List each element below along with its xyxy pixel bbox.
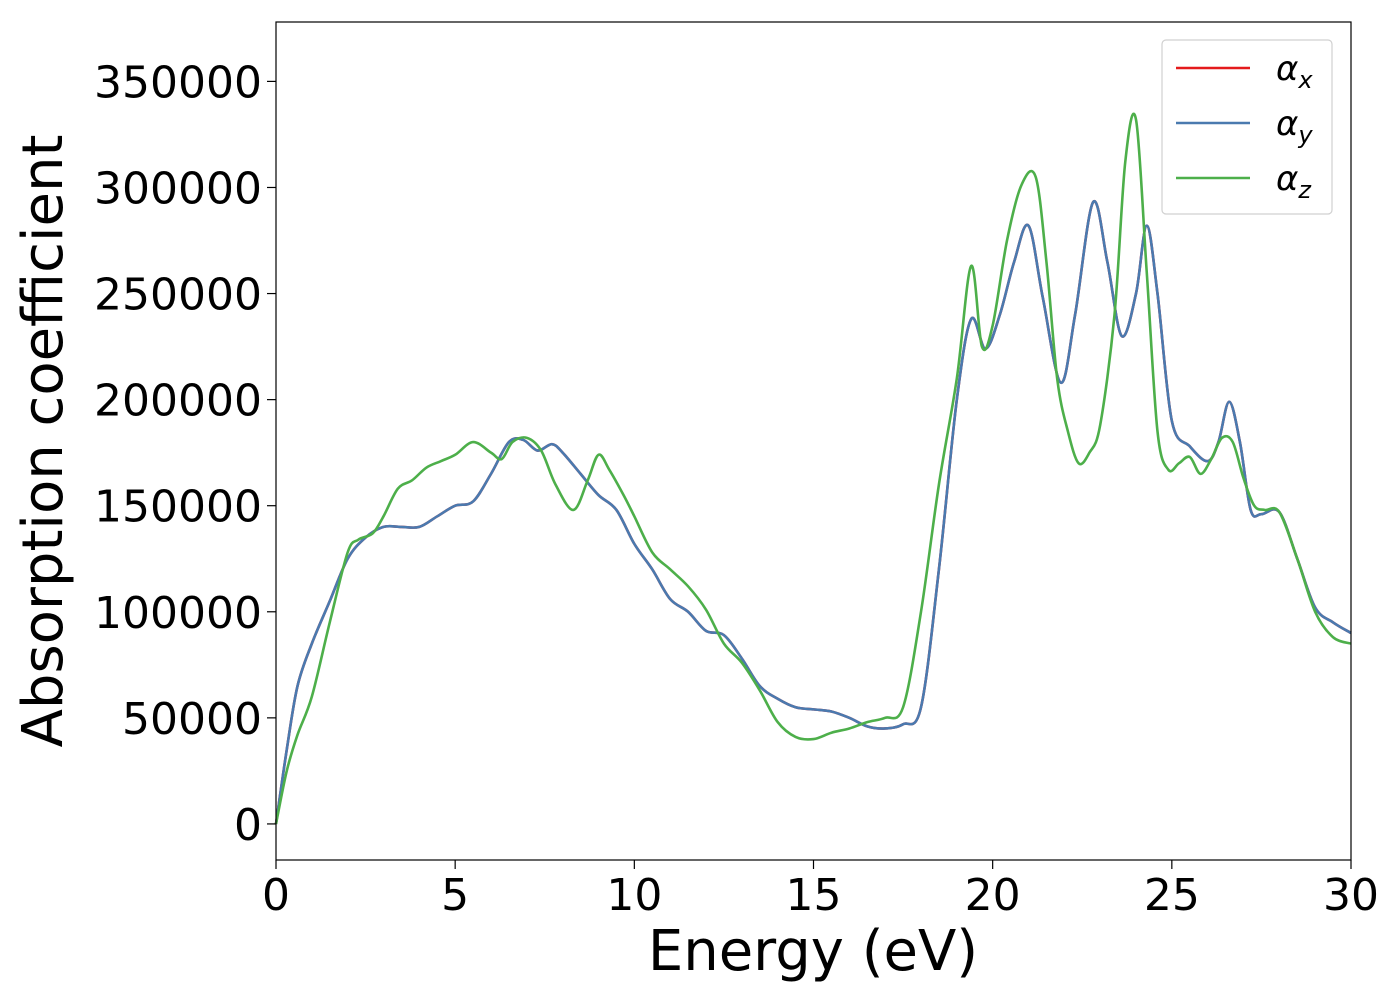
legend-label-z: αz xyxy=(1276,159,1312,204)
series-layer xyxy=(274,112,1352,825)
x-tick-label: 25 xyxy=(1144,870,1200,921)
y-tick-label: 300000 xyxy=(94,163,262,214)
y-tick-label: 50000 xyxy=(122,694,262,745)
legend-box xyxy=(1161,39,1333,215)
x-tick-label: 5 xyxy=(441,870,469,921)
y-tick-label: 150000 xyxy=(94,482,262,533)
y-tick-label: 200000 xyxy=(94,376,262,427)
y-tick-label: 250000 xyxy=(94,270,262,321)
x-tick-label: 0 xyxy=(262,870,290,921)
y-tick-label: 350000 xyxy=(94,57,262,108)
y-axis-title: Absorption coefficient xyxy=(11,135,76,748)
y-tick-label: 100000 xyxy=(94,588,262,639)
y-axis: 0 50000 100000 150000 200000 250000 300000 3500… xyxy=(94,57,276,851)
legend: αx αy αz xyxy=(1161,39,1333,215)
x-tick-label: 20 xyxy=(965,870,1021,921)
y-tick-label: 0 xyxy=(234,800,262,851)
legend-label-x: αx xyxy=(1276,49,1313,94)
series-line-z xyxy=(274,112,1352,825)
legend-label-y: αy xyxy=(1276,104,1313,149)
x-axis: 0 5 10 15 20 25 30 xyxy=(262,860,1379,921)
x-tick-label: 30 xyxy=(1323,870,1379,921)
x-tick-label: 15 xyxy=(786,870,842,921)
x-axis-title: Energy (eV) xyxy=(648,919,978,984)
series-line-y xyxy=(274,200,1352,825)
x-tick-label: 10 xyxy=(606,870,662,921)
